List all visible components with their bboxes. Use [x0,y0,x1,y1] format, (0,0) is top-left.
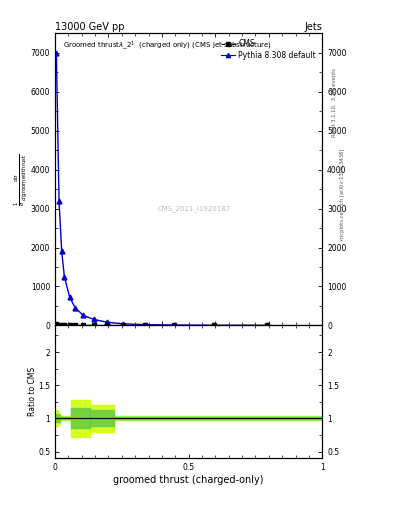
Legend: CMS, Pythia 8.308 default: CMS, Pythia 8.308 default [219,37,318,62]
Text: Rivet 3.1.10,  3.2M events: Rivet 3.1.10, 3.2M events [332,68,337,137]
Text: Groomed thrust$\lambda\_2^1$  (charged only) (CMS jet substructure): Groomed thrust$\lambda\_2^1$ (charged on… [63,39,272,52]
Y-axis label: Ratio to CMS: Ratio to CMS [28,367,37,416]
Text: mcplots.cern.ch [arXiv:1306.3436]: mcplots.cern.ch [arXiv:1306.3436] [340,149,345,240]
Text: CMS_2021_I1920187: CMS_2021_I1920187 [157,205,231,212]
Text: Jets: Jets [305,22,322,32]
X-axis label: groomed thrust (charged-only): groomed thrust (charged-only) [114,475,264,485]
Text: 13000 GeV pp: 13000 GeV pp [55,22,125,32]
Y-axis label: $\frac{1}{\sigma}\,\frac{d\sigma}{d\,\mathrm{groomed\,thrust}}$: $\frac{1}{\sigma}\,\frac{d\sigma}{d\,\ma… [13,153,29,206]
